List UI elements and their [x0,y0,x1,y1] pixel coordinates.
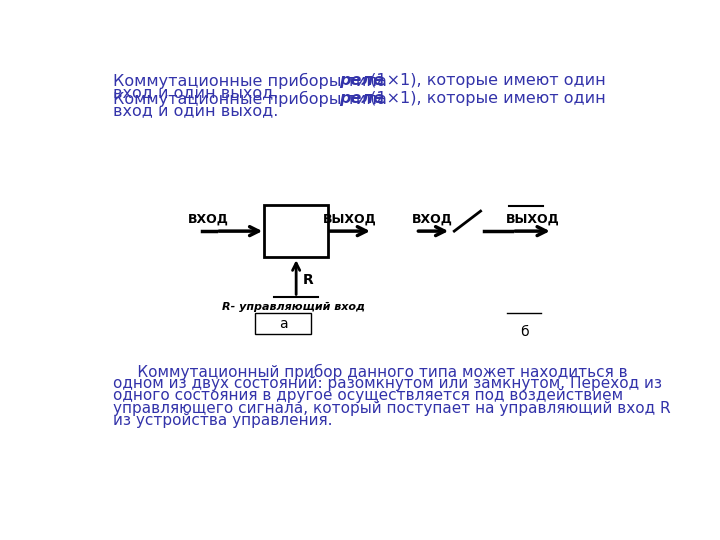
Text: одного состояния в другое осуществляется под воздействием: одного состояния в другое осуществляется… [113,388,624,403]
Text: вход и один выход.: вход и один выход. [113,85,279,100]
Text: реле: реле [339,91,384,106]
Text: ВХОД: ВХОД [188,213,229,226]
Text: R: R [303,273,314,287]
Text: из устройства управления.: из устройства управления. [113,413,333,428]
Text: R- управляющий вход: R- управляющий вход [222,302,364,312]
Text: Коммутационные приборы типа: Коммутационные приборы типа [113,91,392,107]
Text: ВЫХОД: ВЫХОД [505,213,559,226]
Text: вход и один выход.: вход и один выход. [113,103,279,118]
Text: (1×1), которые имеют один: (1×1), которые имеют один [365,72,606,87]
Text: Коммутационный прибор данного типа может находиться в: Коммутационный прибор данного типа может… [113,363,628,380]
Text: одном из двух состояний: разомкнутом или замкнутом. Переход из: одном из двух состояний: разомкнутом или… [113,376,662,391]
Text: ВХОД: ВХОД [412,213,453,226]
Text: реле: реле [339,72,384,87]
Text: а: а [279,316,287,330]
Bar [264,205,328,257]
Bar [255,313,311,334]
Text: управляющего сигнала, который поступает на управляющий вход R: управляющего сигнала, который поступает … [113,401,671,415]
Text: (1×1), которые имеют один: (1×1), которые имеют один [365,91,606,106]
Text: б: б [520,325,528,339]
Text: ВЫХОД: ВЫХОД [323,213,377,226]
Text: Коммутационные приборы типа: Коммутационные приборы типа [113,72,392,89]
